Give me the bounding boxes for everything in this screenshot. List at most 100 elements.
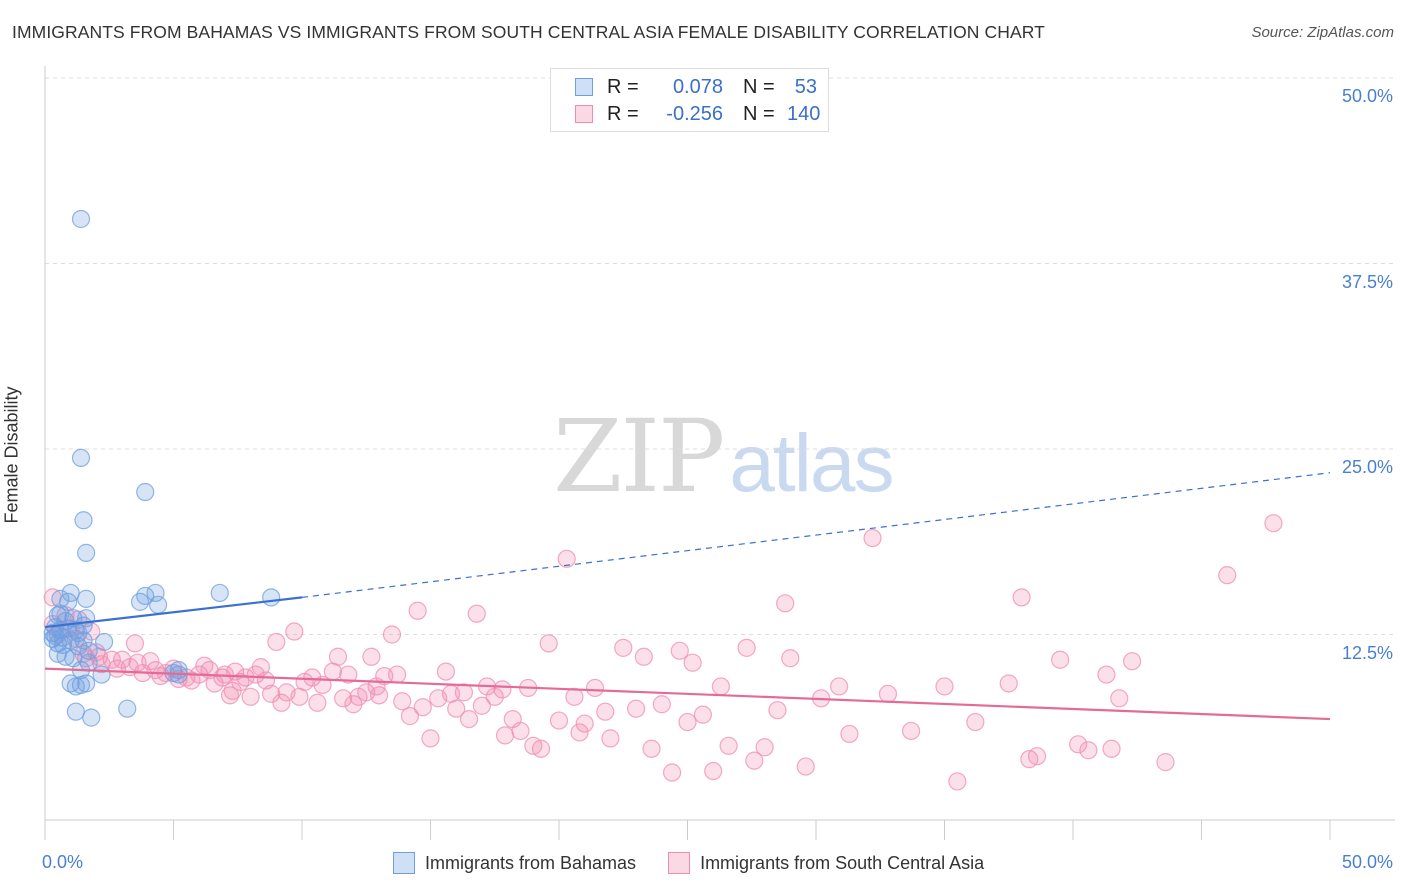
data-point [565,687,584,706]
data-point [662,763,682,782]
r-value: 0.078 [672,75,723,98]
stats-row-south-central-asia: R = -0.256 N = 140 [575,101,820,127]
data-point [626,699,646,718]
data-point [585,678,605,698]
data-point [77,543,96,562]
data-point [596,702,615,721]
n-label: N = [743,75,775,98]
stats-row-bahamas: R = 0.078 N = 53 [575,74,817,100]
data-point [1102,739,1121,758]
legend-swatch-bahamas [393,852,415,874]
legend-label-south-central-asia: Immigrants from South Central Asia [700,852,985,873]
data-point [148,595,168,614]
data-point [719,736,738,755]
n-label: N = [743,102,775,125]
y-axis-label-text: Female Disability [1,386,22,524]
data-point [557,549,576,568]
n-value: 53 [794,75,817,98]
y-tick-label: 12.5% [1341,642,1393,663]
stats-legend: R = 0.078 N = 53 R = -0.256 N = 140 [550,68,829,132]
y-tick-label: 25.0% [1341,457,1393,477]
data-point [539,634,558,653]
chart-title: IMMIGRANTS FROM BAHAMAS VS IMMIGRANTS FR… [12,22,1045,42]
data-point [601,729,620,748]
data-point [66,702,85,721]
data-point [400,707,420,726]
data-point [118,699,137,718]
axes [44,66,1395,840]
data-point [112,650,132,669]
trend-lines [44,472,1331,721]
data-point [82,708,101,727]
data-point [339,665,358,684]
watermark-atlas: atlas [729,418,894,509]
data-point [737,638,756,657]
data-point [146,661,165,680]
series-south-central-asia [43,514,1283,791]
data-point [146,583,165,603]
data-point [614,638,633,657]
data-point [901,721,921,741]
series-legend: Immigrants from Bahamas Immigrants from … [393,852,1016,874]
data-point [878,684,898,703]
data-point [436,662,456,681]
data-point [935,677,954,696]
data-point [92,665,111,684]
data-point [130,592,150,611]
data-point [251,658,270,677]
data-point [71,209,91,229]
data-point [459,709,479,729]
data-point [141,652,160,671]
data-point [781,649,800,668]
data-point [454,683,474,702]
data-point [652,695,671,714]
y-tick-label: 37.5% [1341,271,1393,292]
data-point [102,650,121,669]
data-point [1012,588,1031,607]
data-point [485,687,504,706]
series-bahamas [43,209,281,727]
data-point [1069,735,1088,754]
data-point [241,687,260,706]
data-point [531,739,551,758]
y-tick-label: 50.0% [1341,86,1393,106]
data-point [830,677,849,696]
data-point [267,632,286,652]
data-point [61,674,80,693]
data-point [704,761,723,781]
data-point [796,757,815,776]
legend-label-bahamas: Immigrants from Bahamas [425,852,637,873]
data-point [136,482,155,502]
data-point [863,528,882,548]
data-point [570,723,589,742]
data-point [472,696,491,715]
source-label: Source: ZipAtlas.com [1251,24,1394,41]
data-point [634,647,653,666]
trend-extension-bahamas [301,472,1331,598]
data-point [495,726,515,745]
data-point [1051,650,1070,669]
data-point [948,772,967,791]
data-point [1123,652,1142,671]
watermark: ZIPatlas [553,398,895,515]
data-point [467,604,486,623]
data-point [711,677,731,696]
r-label: R = [607,75,639,98]
data-point [421,729,440,748]
legend-swatch-bahamas [575,78,593,96]
data-point [408,601,427,620]
data-point [303,668,322,687]
data-point [693,705,713,724]
r-value: -0.256 [666,102,723,125]
data-point [61,583,80,603]
data-point [285,622,304,641]
legend-swatch-south-central-asia [575,105,593,123]
data-point [48,644,67,663]
legend-item-south-central-asia: Immigrants from South Central Asia [668,852,984,874]
data-point [95,632,114,652]
data-point [262,588,281,607]
data-point [210,583,229,603]
trend-line-bahamas [44,596,303,629]
data-point [1079,741,1098,760]
data-point [223,681,242,700]
